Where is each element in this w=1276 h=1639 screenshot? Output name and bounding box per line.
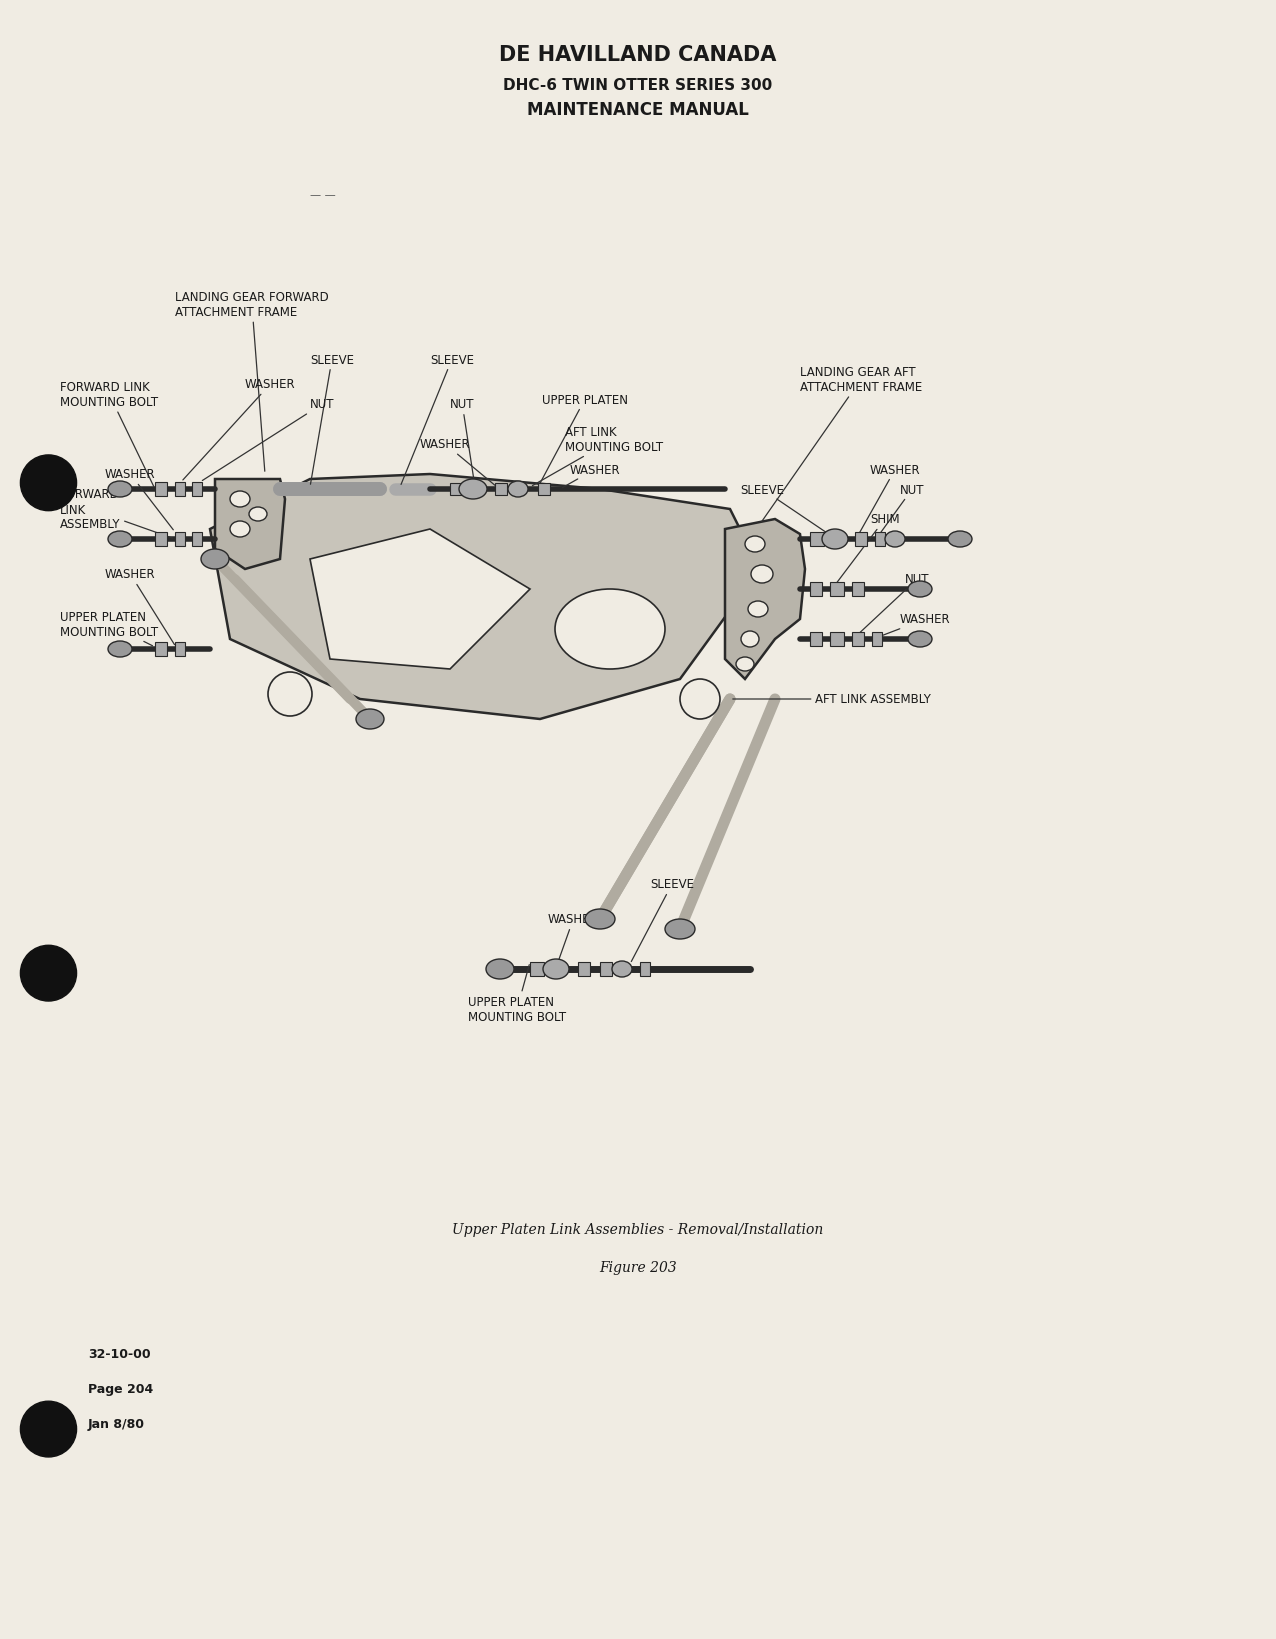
Text: LANDING GEAR AFT
ATTACHMENT FRAME: LANDING GEAR AFT ATTACHMENT FRAME [762,365,923,523]
Bar [810,533,824,547]
Bar [641,962,649,977]
Ellipse shape [584,910,615,929]
Text: SHIM: SHIM [833,513,900,587]
Ellipse shape [356,710,384,729]
Ellipse shape [486,959,514,980]
Bar [829,633,843,647]
Ellipse shape [741,631,759,647]
Text: UPPER PLATEN: UPPER PLATEN [540,393,628,485]
Ellipse shape [20,1401,77,1457]
Ellipse shape [612,962,632,977]
Ellipse shape [555,590,665,670]
Polygon shape [310,529,530,670]
Text: WASHER: WASHER [182,379,296,480]
Ellipse shape [108,641,131,657]
Text: NUT: NUT [450,398,475,485]
Text: UPPER PLATEN
MOUNTING BOLT: UPPER PLATEN MOUNTING BOLT [468,965,567,1023]
Text: SLEEVE: SLEEVE [310,354,353,485]
Text: — —: — — [310,190,336,200]
Ellipse shape [230,521,250,538]
Ellipse shape [745,536,766,552]
Bar [175,642,185,657]
Bar [530,962,544,977]
Text: Upper Platen Link Assemblies - Removal/Installation: Upper Platen Link Assemblies - Removal/I… [453,1223,823,1236]
Bar [154,533,167,547]
Ellipse shape [748,602,768,618]
Text: WASHER: WASHER [105,469,174,531]
Text: WASHER: WASHER [420,438,495,485]
Text: FORWARD
LINK
ASSEMBLY: FORWARD LINK ASSEMBLY [60,488,172,539]
Bar [538,484,550,495]
Bar [855,533,866,547]
Bar [191,484,202,497]
Text: Jan 8/80: Jan 8/80 [88,1418,145,1431]
Bar [495,484,507,495]
Text: NUT: NUT [203,398,334,482]
Ellipse shape [909,582,931,598]
Bar [852,633,864,647]
Ellipse shape [230,492,250,508]
Text: SLEEVE: SLEEVE [401,354,473,485]
Bar [810,582,822,597]
Text: WASHER: WASHER [875,613,951,639]
Text: AFT LINK
MOUNTING BOLT: AFT LINK MOUNTING BOLT [532,426,664,487]
Bar [872,633,882,647]
Bar [600,962,612,977]
Text: Page 204: Page 204 [88,1383,153,1396]
Ellipse shape [508,482,528,498]
Ellipse shape [20,456,77,511]
Ellipse shape [108,531,131,547]
Text: WASHER: WASHER [563,464,620,488]
Bar [829,582,843,597]
Text: MAINTENANCE MANUAL: MAINTENANCE MANUAL [527,102,749,120]
Ellipse shape [20,946,77,1001]
Ellipse shape [249,508,267,521]
Ellipse shape [680,680,720,720]
Ellipse shape [736,657,754,672]
Ellipse shape [822,529,849,549]
Text: Figure 203: Figure 203 [600,1260,676,1274]
Ellipse shape [202,549,228,570]
Text: AFT LINK ASSEMBLY: AFT LINK ASSEMBLY [732,693,931,706]
Text: SLEEVE: SLEEVE [740,484,833,538]
Text: WASHER: WASHER [105,569,175,646]
Polygon shape [211,475,760,720]
Text: WASHER: WASHER [547,913,598,960]
Bar [852,582,864,597]
Ellipse shape [752,565,773,583]
Bar [810,633,822,647]
Ellipse shape [909,631,931,647]
Ellipse shape [665,919,695,939]
Text: FORWARD LINK
MOUNTING BOLT: FORWARD LINK MOUNTING BOLT [60,380,158,487]
Ellipse shape [544,959,569,980]
Ellipse shape [948,531,972,547]
Text: SLEEVE: SLEEVE [632,879,694,962]
Ellipse shape [268,672,313,716]
Bar [175,533,185,547]
Ellipse shape [886,531,905,547]
Text: NUT: NUT [855,574,929,638]
Ellipse shape [108,482,131,498]
Ellipse shape [459,480,487,500]
Text: DHC-6 TWIN OTTER SERIES 300: DHC-6 TWIN OTTER SERIES 300 [503,77,773,92]
Bar [154,642,167,657]
Bar [578,962,590,977]
Bar [154,484,167,497]
Bar [875,533,886,547]
Bar [191,533,202,547]
Text: 32-10-00: 32-10-00 [88,1347,151,1360]
Text: UPPER PLATEN
MOUNTING BOLT: UPPER PLATEN MOUNTING BOLT [60,611,158,646]
Polygon shape [214,480,285,570]
Text: LANDING GEAR FORWARD
ATTACHMENT FRAME: LANDING GEAR FORWARD ATTACHMENT FRAME [175,290,329,472]
Text: DE HAVILLAND CANADA: DE HAVILLAND CANADA [499,44,777,66]
Polygon shape [725,520,805,680]
Text: NUT: NUT [878,484,925,538]
Bar [450,484,464,495]
Bar [175,484,185,497]
Text: WASHER: WASHER [857,464,920,538]
